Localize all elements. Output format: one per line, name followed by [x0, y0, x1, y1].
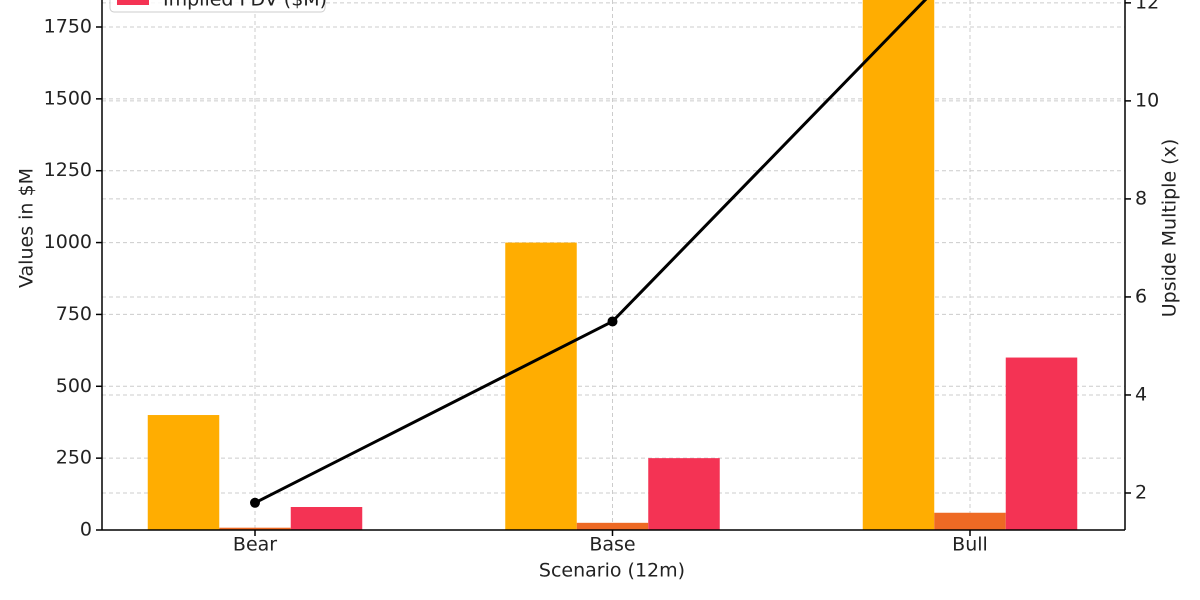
y-tick-label: 1500: [44, 87, 92, 109]
bar: [1005, 357, 1078, 530]
legend: Implied FDV ($M): [109, 0, 327, 13]
y-tick-label: 1750: [44, 16, 92, 38]
legend-label: Implied FDV ($M): [163, 0, 327, 11]
bar: [576, 522, 649, 530]
y-tick-label: 250: [56, 447, 92, 469]
line-marker: [250, 497, 260, 508]
legend-box: [109, 0, 326, 13]
x-axis-label: Scenario (12m): [539, 560, 685, 582]
y2-tick-label: 8: [1135, 187, 1147, 209]
bar: [862, 0, 935, 530]
y2-axis-label: Upside Multiple (x): [1159, 139, 1181, 318]
grid: [102, 0, 1125, 531]
bar: [290, 507, 363, 530]
line-marker: [607, 316, 618, 327]
y-tick-label: 500: [56, 375, 92, 397]
y-tick-label: 1250: [44, 159, 92, 181]
y2-tick-label: 6: [1135, 285, 1147, 307]
y2-tick-label: 10: [1135, 89, 1159, 111]
y2-tick-label: 12: [1135, 0, 1159, 13]
y2-tick-label: 4: [1135, 383, 1147, 405]
bar: [505, 242, 577, 531]
y-tick-label: 1000: [44, 231, 92, 253]
y2-tick-label: 2: [1135, 481, 1147, 503]
x-tick-label: Bull: [952, 534, 988, 556]
bar: [219, 527, 291, 530]
y-tick-label: 750: [56, 303, 92, 325]
bar: [934, 512, 1006, 530]
y-axis-label: Values in $M: [16, 168, 38, 288]
y-tick-label: 0: [80, 519, 92, 541]
x-tick-label: Bear: [233, 534, 277, 556]
legend-swatch: [117, 0, 149, 5]
x-tick-label: Base: [589, 534, 635, 556]
bar: [648, 458, 720, 530]
bar: [147, 415, 220, 530]
